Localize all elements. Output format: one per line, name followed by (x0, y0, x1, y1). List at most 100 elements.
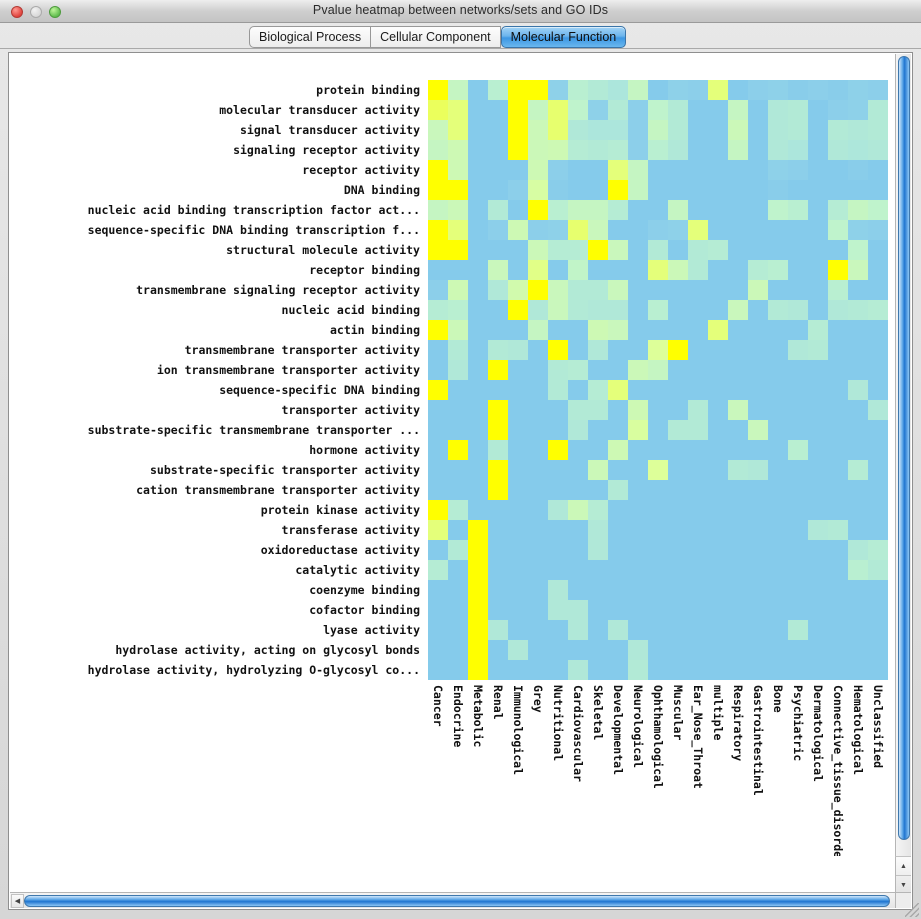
heatmap-cell[interactable] (668, 140, 688, 160)
resize-grip-icon[interactable] (905, 903, 919, 917)
heatmap-cell[interactable] (428, 420, 448, 440)
heatmap-cell[interactable] (768, 180, 788, 200)
heatmap-cell[interactable] (788, 320, 808, 340)
heatmap-cell[interactable] (748, 180, 768, 200)
horizontal-scrollbar[interactable]: ◀ (10, 892, 896, 908)
heatmap-cell[interactable] (608, 220, 628, 240)
heatmap-cell[interactable] (728, 440, 748, 460)
heatmap-cell[interactable] (848, 220, 868, 240)
heatmap-cell[interactable] (568, 560, 588, 580)
heatmap-cell[interactable] (448, 400, 468, 420)
heatmap-cell[interactable] (748, 500, 768, 520)
heatmap-cell[interactable] (428, 580, 448, 600)
heatmap-cell[interactable] (748, 260, 768, 280)
heatmap-cell[interactable] (648, 200, 668, 220)
heatmap-cell[interactable] (548, 240, 568, 260)
heatmap-cell[interactable] (708, 640, 728, 660)
heatmap-cell[interactable] (728, 600, 748, 620)
heatmap-cell[interactable] (468, 160, 488, 180)
heatmap-cell[interactable] (788, 580, 808, 600)
heatmap-cell[interactable] (688, 620, 708, 640)
heatmap-cell[interactable] (588, 100, 608, 120)
heatmap-cell[interactable] (428, 80, 448, 100)
heatmap-cell[interactable] (448, 360, 468, 380)
heatmap-cell[interactable] (428, 520, 448, 540)
heatmap-cell[interactable] (768, 120, 788, 140)
heatmap-cell[interactable] (548, 260, 568, 280)
heatmap-cell[interactable] (708, 220, 728, 240)
heatmap-cell[interactable] (548, 340, 568, 360)
heatmap-cell[interactable] (728, 500, 748, 520)
heatmap-cell[interactable] (548, 460, 568, 480)
heatmap-cell[interactable] (668, 100, 688, 120)
heatmap-cell[interactable] (828, 600, 848, 620)
heatmap-cell[interactable] (568, 260, 588, 280)
heatmap-cell[interactable] (808, 600, 828, 620)
heatmap-cell[interactable] (608, 660, 628, 680)
heatmap-cell[interactable] (728, 80, 748, 100)
heatmap-cell[interactable] (508, 100, 528, 120)
heatmap-cell[interactable] (848, 620, 868, 640)
heatmap-cell[interactable] (608, 100, 628, 120)
heatmap-cell[interactable] (628, 580, 648, 600)
heatmap-cell[interactable] (828, 460, 848, 480)
heatmap-cell[interactable] (608, 180, 628, 200)
heatmap-cell[interactable] (688, 460, 708, 480)
heatmap-cell[interactable] (688, 600, 708, 620)
heatmap-cell[interactable] (588, 520, 608, 540)
heatmap-cell[interactable] (828, 240, 848, 260)
heatmap-cell[interactable] (668, 260, 688, 280)
heatmap-cell[interactable] (468, 600, 488, 620)
heatmap-cell[interactable] (468, 420, 488, 440)
heatmap-cell[interactable] (628, 140, 648, 160)
heatmap-cell[interactable] (508, 640, 528, 660)
heatmap-cell[interactable] (668, 120, 688, 140)
heatmap-cell[interactable] (588, 540, 608, 560)
heatmap-cell[interactable] (508, 420, 528, 440)
heatmap-cell[interactable] (508, 360, 528, 380)
heatmap-cell[interactable] (648, 380, 668, 400)
heatmap-cell[interactable] (448, 240, 468, 260)
heatmap-cell[interactable] (728, 180, 748, 200)
heatmap-cell[interactable] (608, 360, 628, 380)
heatmap-cell[interactable] (468, 540, 488, 560)
heatmap-cell[interactable] (468, 140, 488, 160)
heatmap-cell[interactable] (748, 460, 768, 480)
heatmap-cell[interactable] (568, 500, 588, 520)
tab-molecular-function[interactable]: Molecular Function (500, 26, 627, 48)
heatmap-cell[interactable] (588, 400, 608, 420)
heatmap-cell[interactable] (748, 200, 768, 220)
heatmap-cell[interactable] (828, 560, 848, 580)
heatmap-cell[interactable] (768, 380, 788, 400)
heatmap-cell[interactable] (848, 160, 868, 180)
heatmap-cell[interactable] (868, 640, 888, 660)
heatmap-cell[interactable] (828, 540, 848, 560)
heatmap-cell[interactable] (668, 560, 688, 580)
heatmap-cell[interactable] (488, 320, 508, 340)
heatmap-cell[interactable] (788, 280, 808, 300)
heatmap-cell[interactable] (788, 600, 808, 620)
heatmap-cell[interactable] (528, 640, 548, 660)
heatmap-cell[interactable] (568, 360, 588, 380)
heatmap-cell[interactable] (748, 120, 768, 140)
heatmap-cell[interactable] (548, 280, 568, 300)
heatmap-cell[interactable] (508, 220, 528, 240)
heatmap-cell[interactable] (608, 260, 628, 280)
heatmap-cell[interactable] (728, 420, 748, 440)
heatmap-cell[interactable] (848, 600, 868, 620)
heatmap-cell[interactable] (628, 280, 648, 300)
heatmap-cell[interactable] (708, 480, 728, 500)
heatmap-cell[interactable] (468, 240, 488, 260)
heatmap-cell[interactable] (488, 280, 508, 300)
heatmap-cell[interactable] (628, 180, 648, 200)
heatmap-cell[interactable] (608, 420, 628, 440)
heatmap-cell[interactable] (688, 220, 708, 240)
heatmap-cell[interactable] (628, 520, 648, 540)
heatmap-cell[interactable] (508, 320, 528, 340)
heatmap-cell[interactable] (708, 660, 728, 680)
heatmap-cell[interactable] (828, 440, 848, 460)
heatmap-cell[interactable] (808, 620, 828, 640)
heatmap-cell[interactable] (608, 340, 628, 360)
heatmap-cell[interactable] (528, 160, 548, 180)
heatmap-cell[interactable] (428, 600, 448, 620)
